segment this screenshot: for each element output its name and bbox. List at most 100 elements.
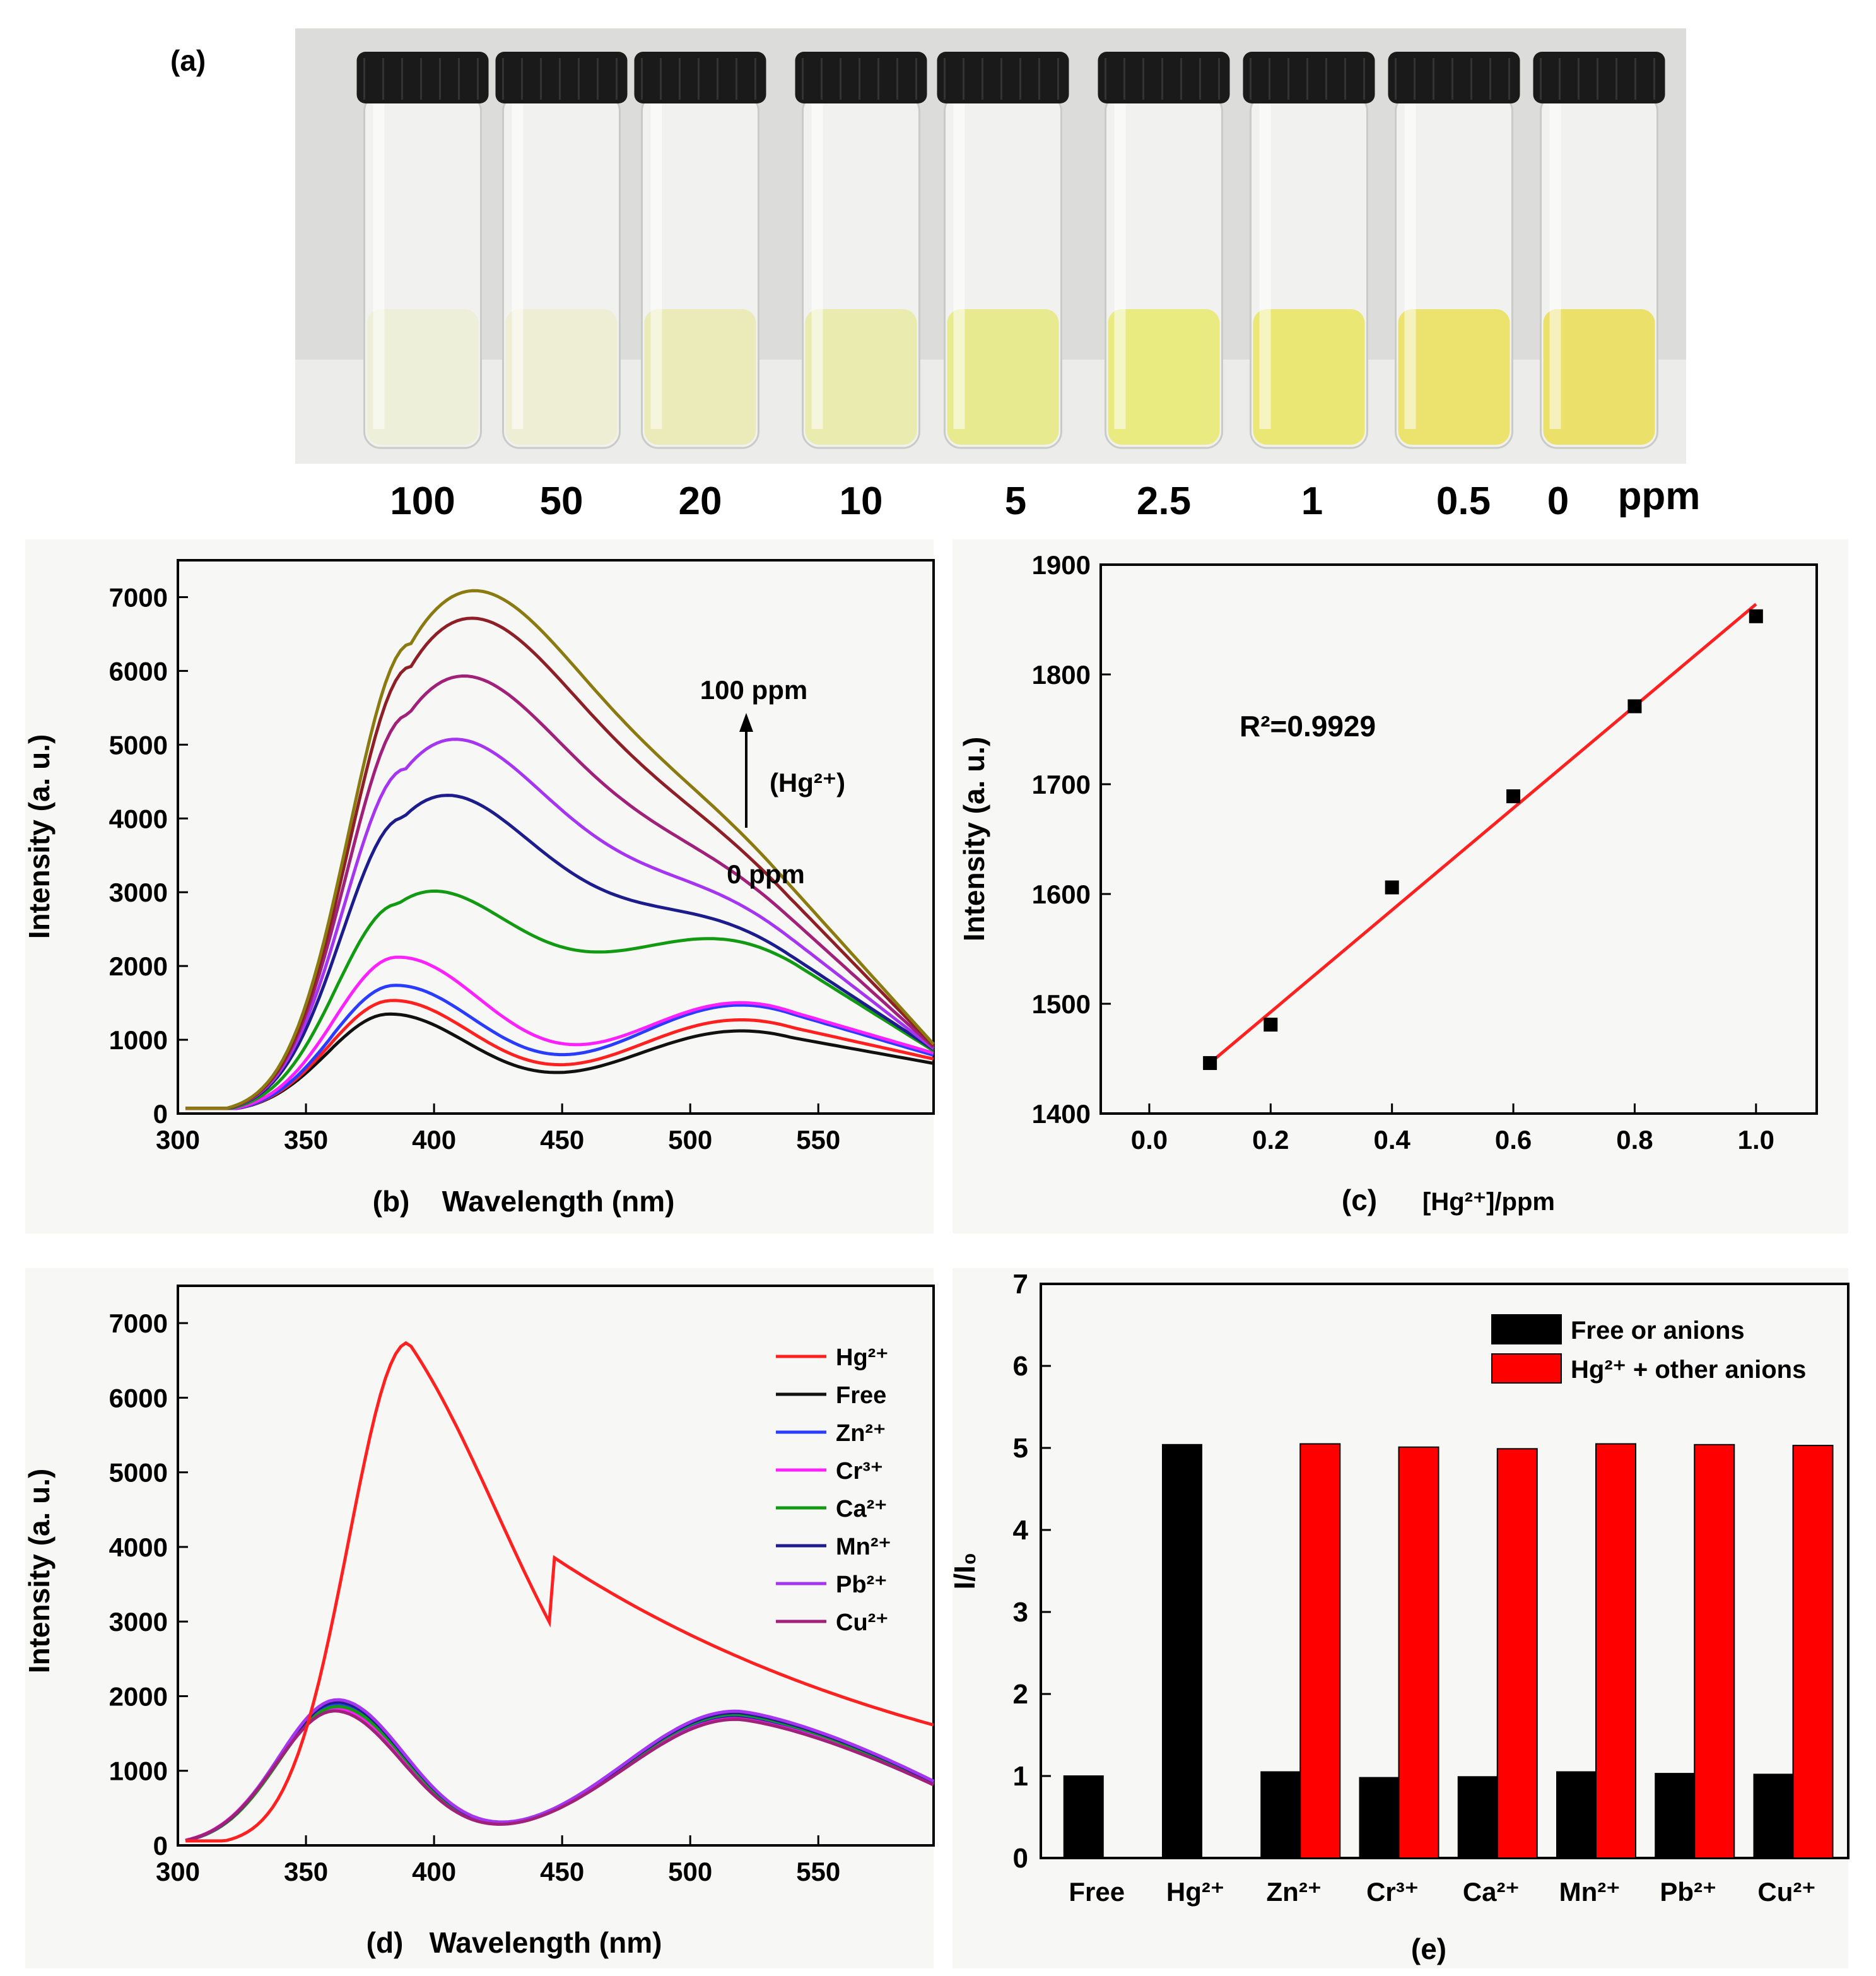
series-line-100-ppm <box>185 589 935 1110</box>
series-line-50-ppm <box>185 674 935 1110</box>
vial-label: 20 <box>679 479 722 523</box>
y-tick-label: 1 <box>1013 1761 1028 1792</box>
category-label: Hg²⁺ <box>1166 1877 1224 1907</box>
legend-entry: Zn²⁺ <box>836 1420 886 1447</box>
y-tick-label: 1800 <box>1032 660 1091 690</box>
chart-b: 0 1000 2000 3000 4000 5000 6000 7000 300 350 400 45… <box>23 539 935 1233</box>
fit-line <box>1209 603 1757 1064</box>
series-line-0.5-ppm <box>185 999 934 1110</box>
x-tick-label: 400 <box>412 1125 456 1155</box>
series-line-80-ppm <box>185 616 935 1110</box>
y-tick-label: 5000 <box>109 1458 168 1488</box>
legend-entry: Mn²⁺ <box>836 1534 891 1560</box>
x-axis-title: Wavelength (nm) <box>430 1926 662 1959</box>
legend-swatch <box>1491 1314 1562 1344</box>
vial-cap <box>634 52 766 103</box>
x-tick-label: 1.0 <box>1738 1125 1774 1155</box>
series-line <box>185 1341 934 1843</box>
vial-label: 0.5 <box>1436 479 1491 523</box>
vial-solution <box>505 309 618 445</box>
vial-label: 0 <box>1547 479 1569 523</box>
category-label: Mn²⁺ <box>1559 1877 1621 1907</box>
vial-highlight <box>1259 101 1271 429</box>
y-tick-label: 2000 <box>109 1681 168 1711</box>
category-label: Free <box>1069 1877 1125 1907</box>
y-tick-label: 7000 <box>109 582 168 612</box>
vial-label: 5 <box>1005 479 1026 523</box>
series-line-20-ppm <box>185 738 935 1110</box>
data-point <box>1749 609 1763 623</box>
vial-highlight <box>953 101 965 429</box>
legend-entry: Cr³⁺ <box>836 1458 883 1485</box>
y-tick-label: 1000 <box>109 1025 168 1055</box>
category-label: Zn²⁺ <box>1267 1877 1322 1907</box>
plot-frame <box>177 559 935 1115</box>
x-tick-label: 500 <box>668 1125 712 1155</box>
data-point <box>1203 1056 1217 1070</box>
annotation-b-arrow-head <box>739 713 753 732</box>
vial-highlight <box>373 101 385 429</box>
category-label: Cr³⁺ <box>1366 1877 1419 1907</box>
x-axis-title: Wavelength (nm) <box>442 1185 675 1218</box>
vial-label: 10 <box>840 479 883 523</box>
legend-entry: Free <box>836 1382 886 1409</box>
panel-a-photo: 100 50 20 10 5 2.5 1 0.5 0 ppm <box>295 28 1700 523</box>
chart-d: 0 1000 2000 3000 4000 5000 6000 7000 300 350 400 45… <box>23 1268 935 1968</box>
chart-e: 0 1 2 3 4 5 6 7 Free Hg²⁺ Zn²⁺ Cr³⁺ Ca²⁺ Mn²⁺ Pb²⁺ Cu²⁺… <box>948 1268 1850 1968</box>
x-tick-label: 450 <box>540 1125 584 1155</box>
vial-cap <box>356 52 489 103</box>
vial-solution <box>805 309 917 445</box>
plot-frame <box>1099 563 1818 1115</box>
series-line-0-ppm <box>185 1012 934 1110</box>
y-tick-label: 5000 <box>109 730 168 760</box>
y-tick-label: 1500 <box>1032 989 1091 1019</box>
y-tick-label: 1600 <box>1032 879 1091 909</box>
annotation-c-r2: R²=0.9929 <box>1240 710 1376 743</box>
y-axis-title: I/I₀ <box>948 1552 981 1589</box>
x-tick-label: 0.8 <box>1616 1125 1653 1155</box>
bar-free <box>1655 1773 1696 1859</box>
series-line <box>185 1709 935 1842</box>
panel-b-label: (b) <box>373 1185 410 1218</box>
bar-hg-mix <box>1595 1443 1636 1859</box>
vial-solution <box>1253 309 1365 445</box>
annotation-b-bottom: 0 ppm <box>727 859 805 889</box>
vial-solution <box>644 309 756 445</box>
y-tick-label: 3000 <box>109 878 168 907</box>
series-line-2.5-ppm <box>185 955 934 1110</box>
x-tick-label: 0.2 <box>1252 1125 1289 1155</box>
category-label: Cu²⁺ <box>1757 1877 1815 1907</box>
series-line-5-ppm <box>185 889 935 1110</box>
bar-free <box>1457 1776 1498 1859</box>
x-tick-label: 450 <box>540 1857 584 1886</box>
y-tick-label: 4 <box>1013 1515 1029 1546</box>
vial-cap <box>937 52 1069 103</box>
bar-hg-mix <box>1496 1448 1538 1859</box>
vial-solution <box>366 309 479 445</box>
y-tick-label: 0 <box>153 1099 168 1129</box>
vial-cap <box>1533 52 1665 103</box>
vial-solution <box>947 309 1059 445</box>
y-tick-label: 1900 <box>1032 550 1091 580</box>
chart-c: 1400 1500 1600 1700 1800 1900 0.0 0.2 0.4 0.6 0.8 1… <box>953 539 1848 1233</box>
y-axis-title: Intensity (a. u.) <box>958 737 990 942</box>
y-axis-title: Intensity (a. u.) <box>23 734 56 939</box>
vial-cap <box>1388 52 1520 103</box>
bar-free <box>1556 1771 1597 1859</box>
annotation-b-top: 100 ppm <box>700 675 807 705</box>
legend-entry: Hg²⁺ <box>836 1344 888 1371</box>
category-label: Pb²⁺ <box>1660 1877 1716 1907</box>
y-tick-label: 1400 <box>1032 1099 1091 1129</box>
vial-highlight <box>1404 101 1416 429</box>
y-tick-label: 7000 <box>109 1309 168 1338</box>
y-tick-label: 6000 <box>109 656 168 686</box>
plot-frame <box>177 1285 935 1847</box>
vial-label: 2.5 <box>1137 479 1191 523</box>
bar-free <box>1162 1444 1202 1859</box>
data-point <box>1506 789 1521 804</box>
vial-solution <box>1543 309 1655 445</box>
x-tick-label: 400 <box>412 1857 456 1886</box>
plot-frame <box>1040 1283 1850 1859</box>
y-tick-label: 1000 <box>109 1756 168 1786</box>
vial-solution <box>1398 309 1510 445</box>
